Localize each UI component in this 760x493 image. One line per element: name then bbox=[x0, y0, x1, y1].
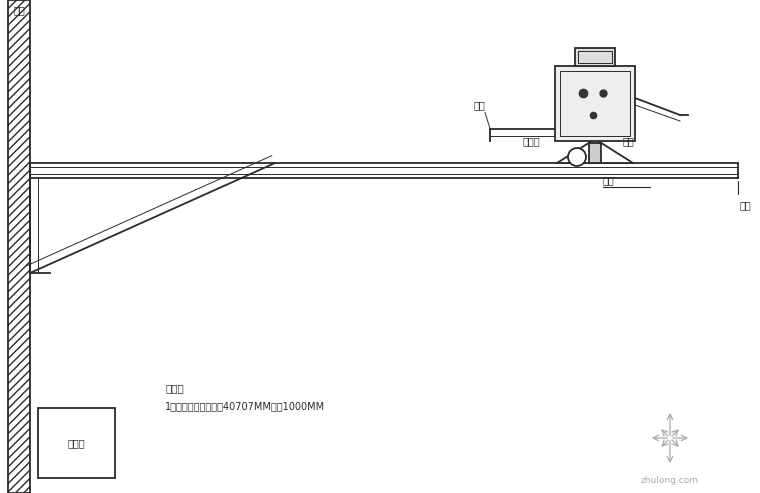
Bar bbox=[38, 408, 115, 478]
Bar bbox=[555, 66, 635, 141]
Bar bbox=[575, 47, 615, 66]
Text: 支架: 支架 bbox=[623, 136, 635, 146]
Circle shape bbox=[568, 148, 586, 166]
Text: 说明：: 说明： bbox=[165, 383, 184, 393]
Text: 横杆: 横杆 bbox=[738, 181, 752, 210]
Bar bbox=[560, 70, 630, 136]
Text: 设备笱: 设备笱 bbox=[68, 438, 85, 448]
Bar bbox=[8, 0, 30, 493]
Bar bbox=[8, 0, 30, 493]
Bar bbox=[589, 143, 601, 163]
Text: 蝶丝: 蝶丝 bbox=[603, 175, 615, 185]
Text: 收管: 收管 bbox=[473, 101, 485, 110]
Text: 固定点: 固定点 bbox=[522, 136, 540, 146]
Text: zhulong.com: zhulong.com bbox=[641, 476, 699, 485]
Text: 1、横杆采用镀锌角锄40707MM长剗1000MM: 1、横杆采用镀锌角锄40707MM长剗1000MM bbox=[165, 401, 325, 411]
Bar bbox=[578, 50, 612, 63]
Text: 墙体: 墙体 bbox=[13, 5, 25, 15]
